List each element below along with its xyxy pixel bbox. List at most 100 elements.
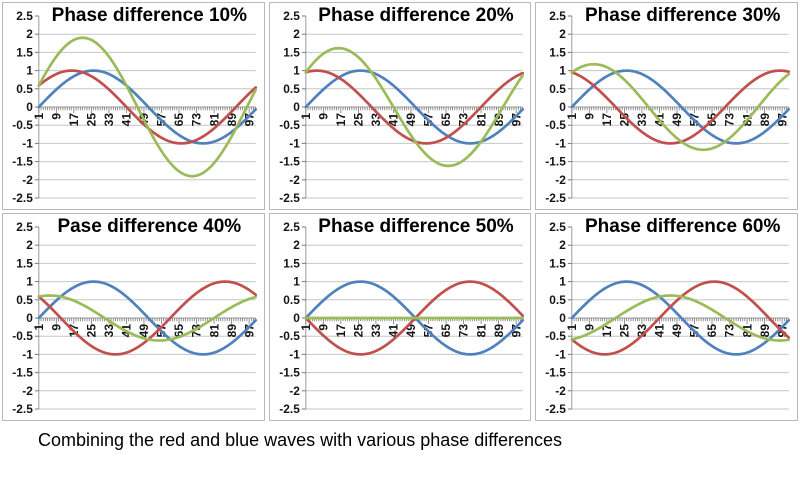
y-tick-label: 2 bbox=[26, 27, 33, 41]
y-tick-label: 1 bbox=[26, 64, 33, 78]
x-tick-label: 65 bbox=[172, 324, 186, 338]
x-tick-label: 33 bbox=[369, 113, 383, 127]
blue-wave-path bbox=[304, 69, 524, 145]
y-tick-label: 0.5 bbox=[16, 293, 33, 307]
y-tick-label: -1 bbox=[22, 347, 33, 361]
blue-wave-path bbox=[37, 280, 258, 356]
x-tick-label: 25 bbox=[351, 113, 365, 127]
y-tick-label: 2.5 bbox=[16, 9, 33, 23]
x-tick-label: 41 bbox=[386, 324, 400, 338]
x-tick-label: 1 bbox=[299, 113, 313, 120]
y-tick-label: 0.5 bbox=[16, 82, 33, 96]
figure-caption: Combining the red and blue waves with va… bbox=[38, 430, 562, 450]
green-sum-wave-path bbox=[570, 62, 791, 152]
x-tick-label: 89 bbox=[491, 324, 505, 338]
y-tick-label: -0.5 bbox=[12, 329, 33, 343]
x-tick-label: 81 bbox=[207, 324, 221, 338]
x-tick-label: 97 bbox=[509, 113, 523, 127]
x-tick-label: 1 bbox=[32, 113, 46, 120]
x-tick-label: 17 bbox=[600, 113, 614, 127]
x-tick-comb bbox=[571, 318, 790, 324]
chart-plot: 2.521.510.50-0.5-1-1.5-2-2.51 9 17 25 33 41 49… bbox=[12, 220, 258, 416]
y-tick-label: -2 bbox=[556, 173, 567, 187]
chart-plot: 2.521.510.50-0.5-1-1.5-2-2.51 9 17 25 33 41 49… bbox=[279, 9, 524, 205]
chart-phase-10: Phase difference 10% 2.5 2 1.5 1 0.5 0 -0.5 -1-… bbox=[2, 2, 265, 210]
y-tick-label: 1 bbox=[293, 275, 300, 289]
x-tick-label: 89 bbox=[491, 113, 505, 127]
y-tick-label: 2 bbox=[293, 238, 300, 252]
y-tick-label: 1 bbox=[293, 64, 300, 78]
x-tick-label: 65 bbox=[439, 324, 453, 338]
y-tick-label: 2.5 bbox=[16, 220, 33, 234]
x-tick-label: 65 bbox=[172, 113, 186, 127]
x-tick-label: 25 bbox=[618, 113, 632, 127]
y-tick-label: -1 bbox=[289, 347, 300, 361]
y-tick-label: -2 bbox=[22, 173, 33, 187]
y-tick-label: -2 bbox=[289, 384, 300, 398]
y-tick-label: -2.5 bbox=[279, 402, 300, 416]
x-tick-label: 73 bbox=[190, 113, 204, 127]
x-tick-label: 25 bbox=[618, 324, 632, 338]
y-tick-label: -0.5 bbox=[279, 329, 300, 343]
y-tick-label: 1 bbox=[26, 275, 33, 289]
y-tick-label: 1.5 bbox=[283, 45, 300, 59]
x-tick-label: 97 bbox=[242, 113, 256, 127]
y-tick-label: -1.5 bbox=[279, 155, 300, 169]
x-tick-label: 9 bbox=[316, 324, 330, 331]
y-tick-label: -0.5 bbox=[546, 118, 567, 132]
green-sum-wave-path bbox=[37, 294, 258, 342]
x-tick-label: 81 bbox=[474, 324, 488, 338]
x-tick-label: 41 bbox=[120, 113, 134, 127]
x-tick-comb bbox=[38, 107, 257, 113]
green-sum-wave-path bbox=[570, 294, 791, 342]
x-tick-label: 97 bbox=[242, 324, 256, 338]
chart-phase-20: Phase difference 20% 2.5 2 1.5 1 0.5 0 -0.5 -1-… bbox=[268, 2, 532, 210]
y-tick-label: 1.5 bbox=[16, 45, 33, 59]
y-tick-label: -2 bbox=[289, 173, 300, 187]
x-tick-comb bbox=[571, 107, 790, 113]
x-tick-label: 9 bbox=[50, 324, 64, 331]
y-tick-label: 0.5 bbox=[550, 82, 567, 96]
x-tick-label: 97 bbox=[776, 113, 790, 127]
x-tick-label: 33 bbox=[635, 113, 649, 127]
blue-wave-path bbox=[37, 69, 258, 145]
y-tick-label: -1.5 bbox=[546, 155, 567, 169]
chart-plot: 2.521.510.50-0.5-1-1.5-2-2.51 9 17 25 33 41 49… bbox=[279, 220, 524, 416]
y-tick-label: 1 bbox=[560, 64, 567, 78]
charts-grid: Phase difference 10% 2.5 2 1.5 1 0.5 0 -0.5 -1-… bbox=[2, 2, 798, 421]
y-tick-label: -2.5 bbox=[546, 191, 567, 205]
x-tick-label: 89 bbox=[758, 113, 772, 127]
x-tick-comb bbox=[38, 318, 257, 324]
y-tick-label: 2.5 bbox=[550, 9, 567, 23]
x-tick-label: 33 bbox=[635, 324, 649, 338]
x-tick-label: 41 bbox=[386, 113, 400, 127]
x-tick-label: 81 bbox=[474, 113, 488, 127]
x-tick-comb bbox=[305, 107, 523, 113]
x-tick-label: 73 bbox=[723, 113, 737, 127]
y-tick-label: 1.5 bbox=[550, 256, 567, 270]
y-tick-label: 1.5 bbox=[16, 256, 33, 270]
y-tick-label: -1.5 bbox=[12, 155, 33, 169]
x-tick-label: 49 bbox=[404, 113, 418, 127]
x-tick-label: 9 bbox=[583, 324, 597, 331]
x-tick-label: 17 bbox=[67, 113, 81, 127]
x-tick-label: 1 bbox=[32, 324, 46, 331]
x-tick-label: 25 bbox=[351, 324, 365, 338]
y-tick-label: -2.5 bbox=[12, 402, 33, 416]
y-tick-label: -1.5 bbox=[279, 366, 300, 380]
y-tick-label: 1 bbox=[560, 275, 567, 289]
y-tick-label: -1 bbox=[22, 136, 33, 150]
y-tick-label: 0 bbox=[26, 311, 33, 325]
x-tick-label: 17 bbox=[334, 324, 348, 338]
chart-plot: 2.521.510.50-0.5-1-1.5-2-2.51 9 17 25 33 41 49… bbox=[546, 220, 791, 416]
blue-wave-path bbox=[570, 69, 791, 145]
x-tick-label: 9 bbox=[583, 113, 597, 120]
x-tick-label: 89 bbox=[758, 324, 772, 338]
y-tick-label: 2 bbox=[560, 27, 567, 41]
chart-plot: 2.521.510.50-0.5-1-1.5-2-2.51 9 17 25 33 41 49… bbox=[546, 9, 791, 205]
y-tick-label: 2.5 bbox=[283, 9, 300, 23]
y-tick-label: 0 bbox=[560, 100, 567, 114]
chart-plot: 2.521.510.50-0.5-1-1.5-2-2.51 9 17 25 33 41 49… bbox=[12, 9, 258, 205]
y-tick-label: 0 bbox=[293, 311, 300, 325]
y-tick-label: -1.5 bbox=[12, 366, 33, 380]
